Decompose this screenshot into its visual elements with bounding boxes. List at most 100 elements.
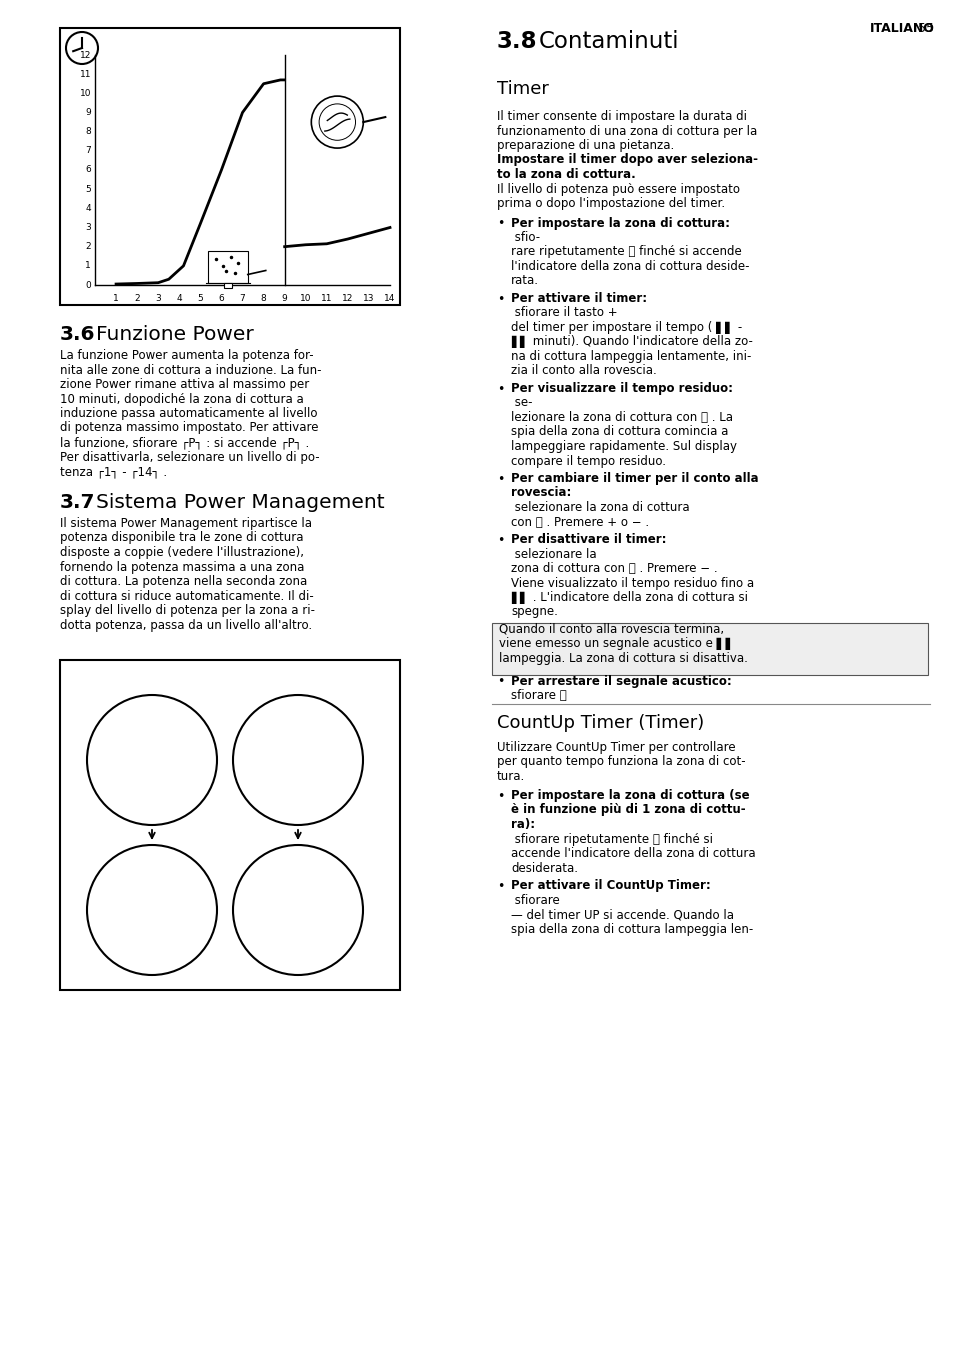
- Text: 11: 11: [321, 293, 333, 303]
- Text: Per visualizzare il tempo residuo:: Per visualizzare il tempo residuo:: [511, 383, 732, 395]
- Text: induzione passa automaticamente al livello: induzione passa automaticamente al livel…: [60, 407, 317, 420]
- Text: 5: 5: [197, 293, 203, 303]
- Text: •: •: [497, 880, 504, 894]
- Text: Il livello di potenza può essere impostato: Il livello di potenza può essere imposta…: [497, 183, 740, 196]
- Text: 55: 55: [917, 22, 933, 35]
- Text: selezionare la: selezionare la: [511, 548, 596, 561]
- Text: compare il tempo residuo.: compare il tempo residuo.: [511, 454, 665, 468]
- Text: lezionare la zona di cottura con ⓘ . La: lezionare la zona di cottura con ⓘ . La: [511, 411, 732, 425]
- Text: 10 minuti, dopodiché la zona di cottura a: 10 minuti, dopodiché la zona di cottura …: [60, 392, 303, 406]
- Text: 10: 10: [299, 293, 311, 303]
- Text: sfiorare il tasto +: sfiorare il tasto +: [511, 307, 617, 319]
- Text: sfio-: sfio-: [511, 231, 539, 243]
- Text: — del timer UP si accende. Quando la: — del timer UP si accende. Quando la: [511, 909, 733, 921]
- Text: •: •: [497, 473, 504, 485]
- Text: tura.: tura.: [497, 769, 525, 783]
- Text: potenza disponibile tra le zone di cottura: potenza disponibile tra le zone di cottu…: [60, 531, 303, 545]
- Text: •: •: [497, 534, 504, 548]
- Text: •: •: [497, 383, 504, 396]
- Bar: [60, 28, 399, 306]
- Text: Per attivare il timer:: Per attivare il timer:: [511, 292, 646, 306]
- Text: 3.8: 3.8: [497, 30, 537, 53]
- Text: Il sistema Power Management ripartisce la: Il sistema Power Management ripartisce l…: [60, 516, 312, 530]
- Text: dotta potenza, passa da un livello all'altro.: dotta potenza, passa da un livello all'a…: [60, 618, 312, 631]
- Text: 1: 1: [113, 293, 119, 303]
- Text: accende l'indicatore della zona di cottura: accende l'indicatore della zona di cottu…: [511, 846, 755, 860]
- Text: spia della zona di cottura comincia a: spia della zona di cottura comincia a: [511, 426, 727, 438]
- Text: 10: 10: [79, 89, 91, 97]
- Text: prima o dopo l'impostazione del timer.: prima o dopo l'impostazione del timer.: [497, 197, 724, 210]
- Text: •: •: [497, 676, 504, 688]
- Text: viene emesso un segnale acustico e ▌▌: viene emesso un segnale acustico e ▌▌: [498, 638, 734, 650]
- Text: 7: 7: [239, 293, 245, 303]
- Text: 3.6: 3.6: [60, 324, 95, 343]
- Text: 8: 8: [85, 127, 91, 137]
- Text: Quando il conto alla rovescia termina,: Quando il conto alla rovescia termina,: [498, 623, 723, 635]
- Text: selezionare la zona di cottura: selezionare la zona di cottura: [511, 502, 689, 514]
- Text: è in funzione più di 1 zona di cottu-: è in funzione più di 1 zona di cottu-: [511, 803, 745, 817]
- Text: rata.: rata.: [511, 274, 538, 288]
- Text: Per disattivarla, selezionare un livello di po-: Per disattivarla, selezionare un livello…: [60, 450, 319, 464]
- Text: con ⓘ . Premere + o − .: con ⓘ . Premere + o − .: [511, 515, 648, 529]
- Bar: [60, 660, 399, 990]
- Text: sfiorare: sfiorare: [511, 894, 559, 906]
- Text: zona di cottura con ⓘ . Premere − .: zona di cottura con ⓘ . Premere − .: [511, 562, 717, 575]
- Text: 12: 12: [342, 293, 354, 303]
- Text: sfiorare ripetutamente ⓘ finché si: sfiorare ripetutamente ⓘ finché si: [511, 833, 712, 845]
- Text: Funzione Power: Funzione Power: [96, 324, 253, 343]
- Text: ▌▌ . L'indicatore della zona di cottura si: ▌▌ . L'indicatore della zona di cottura …: [511, 591, 747, 604]
- Text: Il timer consente di impostare la durata di: Il timer consente di impostare la durata…: [497, 110, 746, 123]
- Text: ITALIANO: ITALIANO: [869, 22, 934, 35]
- Bar: [208, 250, 248, 283]
- Text: di potenza massimo impostato. Per attivare: di potenza massimo impostato. Per attiva…: [60, 422, 318, 434]
- Text: 6: 6: [218, 293, 224, 303]
- Text: 6: 6: [85, 165, 91, 174]
- Text: 8: 8: [260, 293, 266, 303]
- Text: 0: 0: [85, 280, 91, 289]
- Text: 3: 3: [85, 223, 91, 233]
- Text: rovescia:: rovescia:: [511, 487, 571, 499]
- Text: 11: 11: [79, 70, 91, 78]
- Text: fornendo la potenza massima a una zona: fornendo la potenza massima a una zona: [60, 561, 304, 573]
- Text: zia il conto alla rovescia.: zia il conto alla rovescia.: [511, 365, 656, 377]
- Text: 4: 4: [85, 204, 91, 212]
- Text: zione Power rimane attiva al massimo per: zione Power rimane attiva al massimo per: [60, 379, 309, 391]
- Text: per quanto tempo funziona la zona di cot-: per quanto tempo funziona la zona di cot…: [497, 754, 745, 768]
- Text: •: •: [497, 218, 504, 230]
- Text: nita alle zone di cottura a induzione. La fun-: nita alle zone di cottura a induzione. L…: [60, 364, 321, 376]
- Text: rare ripetutamente ⓘ finché si accende: rare ripetutamente ⓘ finché si accende: [511, 246, 741, 258]
- Text: spia della zona di cottura lampeggia len-: spia della zona di cottura lampeggia len…: [511, 922, 753, 936]
- Text: spegne.: spegne.: [511, 606, 558, 618]
- Text: to la zona di cottura.: to la zona di cottura.: [497, 168, 635, 181]
- Text: 4: 4: [176, 293, 182, 303]
- Text: ra):: ra):: [511, 818, 535, 831]
- Text: Per disattivare il timer:: Per disattivare il timer:: [511, 533, 666, 546]
- Text: 13: 13: [363, 293, 375, 303]
- Text: •: •: [497, 293, 504, 306]
- Bar: [492, 623, 927, 675]
- Text: Per arrestare il segnale acustico:: Per arrestare il segnale acustico:: [511, 675, 731, 688]
- Text: 12: 12: [79, 50, 91, 59]
- Text: Impostare il timer dopo aver seleziona-: Impostare il timer dopo aver seleziona-: [497, 154, 758, 166]
- Text: na di cottura lampeggia lentamente, ini-: na di cottura lampeggia lentamente, ini-: [511, 350, 751, 362]
- Text: 7: 7: [85, 146, 91, 155]
- Text: lampeggia. La zona di cottura si disattiva.: lampeggia. La zona di cottura si disatti…: [498, 652, 747, 665]
- Text: 9: 9: [281, 293, 287, 303]
- Text: 2: 2: [85, 242, 91, 251]
- Text: Per attivare il CountUp Timer:: Per attivare il CountUp Timer:: [511, 879, 710, 892]
- Text: la funzione, sfiorare ┌P┐ : si accende ┌P┐ .: la funzione, sfiorare ┌P┐ : si accende ┌…: [60, 435, 309, 449]
- Text: tenza ┌1┐ - ┌14┐ .: tenza ┌1┐ - ┌14┐ .: [60, 465, 167, 479]
- Text: desiderata.: desiderata.: [511, 861, 578, 875]
- Text: di cottura. La potenza nella seconda zona: di cottura. La potenza nella seconda zon…: [60, 575, 307, 588]
- Text: 3.7: 3.7: [60, 493, 95, 512]
- Text: splay del livello di potenza per la zona a ri-: splay del livello di potenza per la zona…: [60, 604, 314, 617]
- Text: se-: se-: [511, 396, 532, 410]
- Text: ▌▌ minuti). Quando l'indicatore della zo-: ▌▌ minuti). Quando l'indicatore della zo…: [511, 335, 752, 349]
- Text: Timer: Timer: [497, 80, 548, 97]
- Text: del timer per impostare il tempo ( ▌▌ -: del timer per impostare il tempo ( ▌▌ -: [511, 320, 741, 334]
- Text: Contaminuti: Contaminuti: [538, 30, 679, 53]
- Text: Per impostare la zona di cottura:: Per impostare la zona di cottura:: [511, 216, 729, 230]
- Text: di cottura si riduce automaticamente. Il di-: di cottura si riduce automaticamente. Il…: [60, 589, 314, 603]
- Text: La funzione Power aumenta la potenza for-: La funzione Power aumenta la potenza for…: [60, 349, 314, 362]
- Text: Utilizzare CountUp Timer per controllare: Utilizzare CountUp Timer per controllare: [497, 741, 735, 753]
